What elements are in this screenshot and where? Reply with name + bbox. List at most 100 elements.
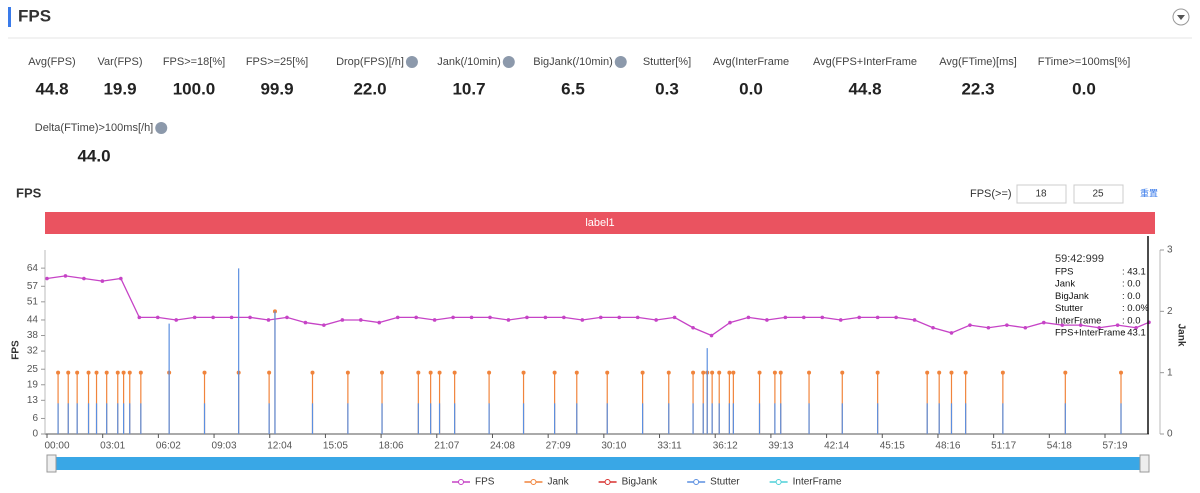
event-point: [574, 370, 579, 375]
help-icon[interactable]: [502, 56, 515, 68]
event-point: [727, 370, 732, 375]
fps-point: [488, 315, 492, 320]
chart-title: FPS: [16, 185, 42, 200]
event-point: [121, 370, 126, 375]
y-tick-label: 6: [32, 413, 38, 424]
metric-value: 10.7: [452, 79, 485, 98]
legend-swatch[interactable]: [530, 479, 537, 485]
metric-value: 44.0: [77, 146, 110, 165]
metric-label: Avg(FPS+InterFrame: [813, 56, 917, 68]
event-point: [691, 370, 696, 375]
help-icon[interactable]: [155, 122, 168, 134]
y-tick-label: 57: [27, 281, 39, 292]
fps-point: [432, 318, 437, 322]
event-point: [66, 370, 71, 375]
fps-point: [174, 318, 179, 322]
fps-point: [45, 276, 49, 281]
y2-tick-label: 0: [1167, 429, 1173, 440]
legend-label[interactable]: Stutter: [710, 477, 740, 488]
fps-point: [783, 315, 788, 320]
event-point: [701, 370, 706, 375]
x-tick-label: 27:09: [546, 441, 571, 452]
metric-label: Delta(FTime)>100ms[/h]: [35, 122, 154, 134]
help-icon[interactable]: [405, 56, 418, 68]
fps-point: [395, 315, 400, 320]
fps-point: [691, 325, 695, 330]
event-point: [710, 370, 715, 375]
fps-point: [506, 318, 511, 322]
legend-swatch[interactable]: [693, 479, 700, 485]
x-tick-label: 24:08: [490, 441, 515, 452]
event-point: [605, 370, 610, 375]
legend-label[interactable]: FPS: [475, 477, 495, 488]
metric-label: Jank(/10min): [437, 56, 501, 68]
fps-point: [1115, 323, 1120, 327]
tooltip-label: FPS: [1055, 267, 1073, 278]
zoom-slider[interactable]: [47, 457, 1149, 470]
event-point: [949, 370, 954, 375]
fps-point: [1041, 320, 1046, 325]
event-point: [1119, 370, 1124, 375]
reset-link[interactable]: 重置: [1140, 187, 1158, 198]
y-tick-label: 44: [27, 315, 39, 326]
event-point: [267, 370, 272, 375]
y-tick-label: 38: [27, 330, 39, 341]
y-tick-label: 13: [27, 395, 39, 406]
y-tick-label: 0: [32, 429, 38, 440]
event-point: [428, 370, 433, 375]
legend-label[interactable]: InterFrame: [793, 477, 842, 488]
x-tick-label: 39:13: [768, 441, 793, 452]
collapse-icon[interactable]: [1177, 15, 1185, 20]
y2-tick-label: 3: [1167, 245, 1173, 256]
fps-point: [654, 318, 658, 322]
event-point: [416, 370, 421, 375]
fps-point: [746, 315, 751, 320]
fps-point: [155, 315, 160, 320]
legend-label[interactable]: BigJank: [622, 477, 659, 488]
x-tick-label: 45:15: [880, 441, 905, 452]
fps-point: [1023, 325, 1028, 330]
fps-point: [949, 331, 954, 335]
y2-axis-label: Jank: [1175, 324, 1186, 347]
event-point: [94, 370, 99, 375]
threshold-input[interactable]: [1073, 184, 1124, 204]
legend-swatch[interactable]: [604, 479, 611, 485]
event-point: [202, 370, 207, 375]
metric-label: Var(FPS): [97, 56, 142, 68]
slider-handle[interactable]: [1139, 454, 1150, 473]
slider-handle[interactable]: [46, 454, 57, 473]
y2-tick-label: 2: [1167, 306, 1173, 317]
title-accent: [8, 7, 11, 27]
event-point: [1000, 370, 1005, 375]
tooltip-value: : 43.1: [1122, 328, 1146, 339]
threshold-input[interactable]: [1016, 184, 1067, 204]
fps-point: [248, 315, 252, 320]
tooltip-value: : 0.0: [1122, 291, 1141, 302]
legend-label[interactable]: Jank: [547, 477, 569, 488]
x-tick-label: 06:02: [156, 441, 181, 452]
x-tick-label: 42:14: [824, 441, 849, 452]
label-band[interactable]: [45, 212, 1155, 234]
y-axis-label: FPS: [11, 340, 22, 360]
legend-swatch[interactable]: [775, 479, 782, 485]
event-point: [875, 370, 880, 375]
fps-point: [377, 320, 382, 325]
event-point: [487, 370, 492, 375]
plot: 0 6 13 19 25 32 38 44 51 57 64 0 1 2 3 00:00 03:01 06:02 0…: [27, 236, 1173, 452]
metric-value: 44.8: [848, 79, 881, 98]
fps-point: [1097, 325, 1101, 330]
fps-point: [340, 318, 345, 322]
event-point: [115, 370, 120, 375]
fps-point: [635, 315, 640, 320]
fps-point: [1078, 323, 1083, 327]
tooltip-label: BigJank: [1055, 291, 1089, 302]
help-icon[interactable]: [614, 56, 627, 68]
event-point: [640, 370, 645, 375]
legend-swatch[interactable]: [458, 479, 464, 485]
fps-point: [211, 315, 215, 320]
fps-point: [562, 315, 566, 320]
x-tick-label: 30:10: [601, 441, 626, 452]
metrics: Avg(FPS) 44.8 Var(FPS) 19.9 FPS>=18[%] 100.0 F…: [28, 56, 1130, 166]
x-tick-label: 57:19: [1102, 441, 1127, 452]
